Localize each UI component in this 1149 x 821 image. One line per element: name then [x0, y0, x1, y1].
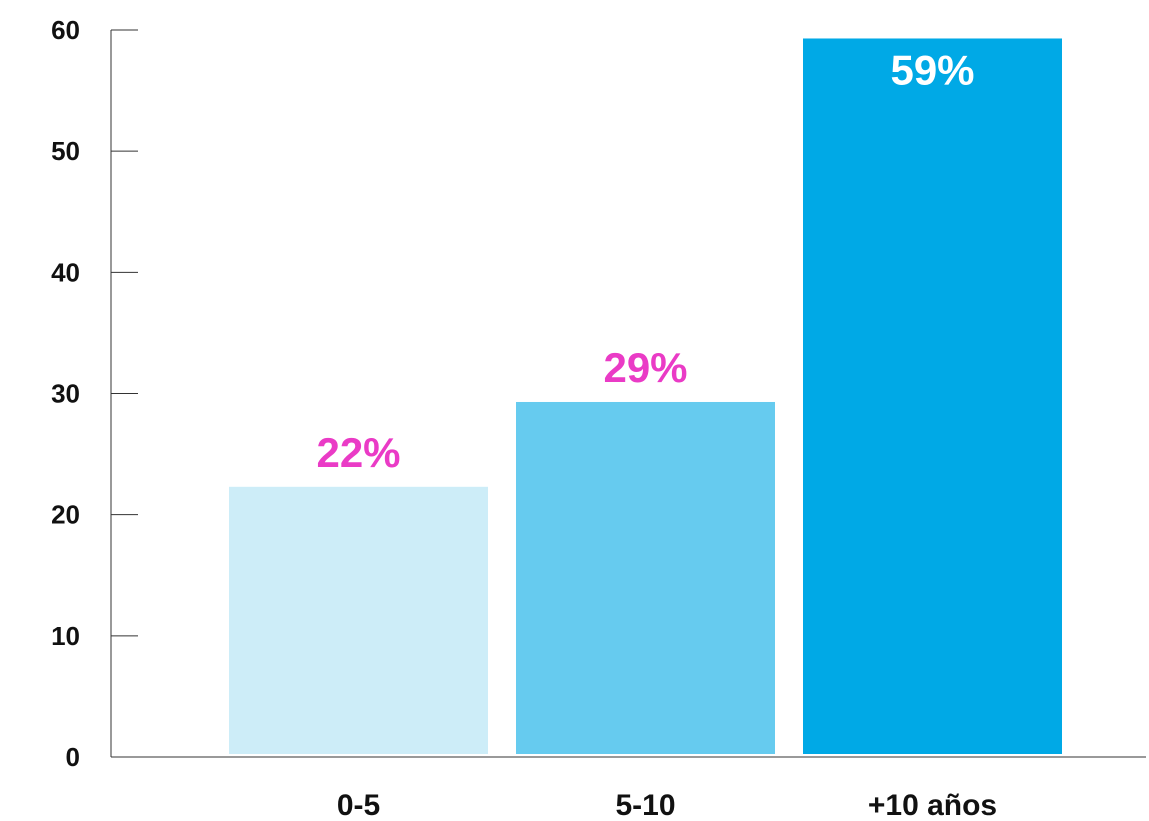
y-tick-label: 20 — [51, 500, 80, 530]
y-tick-label: 0 — [66, 742, 80, 772]
y-tick-label: 10 — [51, 621, 80, 651]
x-axis: 0-5 5-10 +10 años — [111, 756, 1146, 821]
data-labels-group: 22% 29% 59% — [316, 46, 974, 475]
data-label-2: 29% — [603, 344, 687, 391]
bar-1 — [229, 486, 488, 754]
bars-group — [229, 38, 1062, 754]
x-tick-label: +10 años — [868, 789, 997, 821]
bar-3 — [803, 38, 1062, 754]
bar-2 — [516, 401, 775, 754]
y-axis: 0 10 20 30 40 50 60 — [51, 15, 138, 772]
y-tick-label: 50 — [51, 136, 80, 166]
y-tick-label: 60 — [51, 15, 80, 45]
y-tick-label: 30 — [51, 379, 80, 409]
data-label-1: 22% — [316, 429, 400, 476]
x-tick-label: 0-5 — [337, 789, 380, 821]
data-label-3: 59% — [890, 46, 974, 93]
x-tick-label: 5-10 — [615, 789, 675, 821]
y-tick-label: 40 — [51, 257, 80, 287]
